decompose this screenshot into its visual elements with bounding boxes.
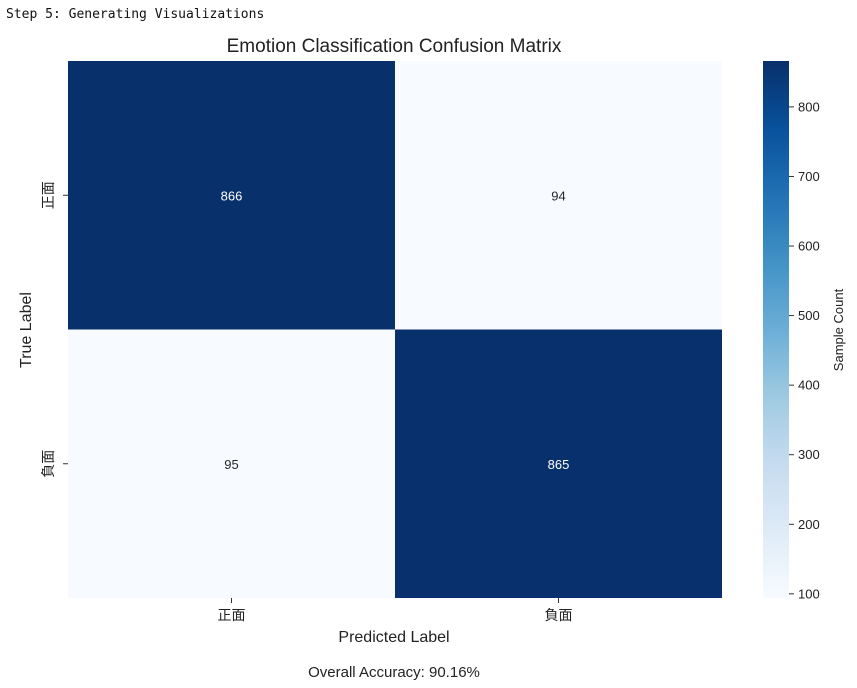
colorbar-tick-label: 500 [798, 308, 820, 323]
heatmap-cell [68, 329, 395, 598]
colorbar-tick-label: 100 [798, 586, 820, 601]
x-tick-label: 負面 [545, 607, 573, 623]
accuracy-summary: Overall Accuracy: 90.16% [308, 664, 480, 681]
colorbar-ticks: 100 200 300 400 500 600 700 800 [789, 99, 820, 601]
colorbar-tick-label: 600 [798, 239, 820, 254]
chart-title: Emotion Classification Confusion Matrix [227, 36, 562, 57]
colorbar-tick-label: 300 [798, 447, 820, 462]
colorbar [763, 61, 789, 598]
step-status-text: Step 5: Generating Visualizations [6, 7, 265, 22]
heatmap-cell [395, 61, 722, 330]
colorbar-tick-label: 800 [798, 99, 820, 114]
heatmap-cell [68, 61, 395, 330]
colorbar-tick-label: 700 [798, 169, 820, 184]
cell-value-label: 866 [221, 188, 243, 203]
heatmap-cell [395, 329, 722, 598]
colorbar-tick-label: 200 [798, 517, 820, 532]
cell-value-label: 95 [224, 457, 238, 472]
cell-value-label: 94 [551, 188, 565, 203]
x-axis-label: Predicted Label [338, 629, 449, 646]
y-tick-label: 負面 [40, 450, 56, 478]
y-tick-label: 正面 [40, 181, 56, 209]
x-tick-label: 正面 [218, 607, 246, 623]
y-axis-label: True Label [18, 292, 35, 368]
colorbar-tick-label: 400 [798, 378, 820, 393]
colorbar-label: Sample Count [831, 288, 846, 371]
cell-value-label: 865 [548, 457, 570, 472]
heatmap-cells: 866 94 95 865 [68, 61, 722, 598]
x-axis-ticks: 正面 負面 [218, 598, 573, 623]
